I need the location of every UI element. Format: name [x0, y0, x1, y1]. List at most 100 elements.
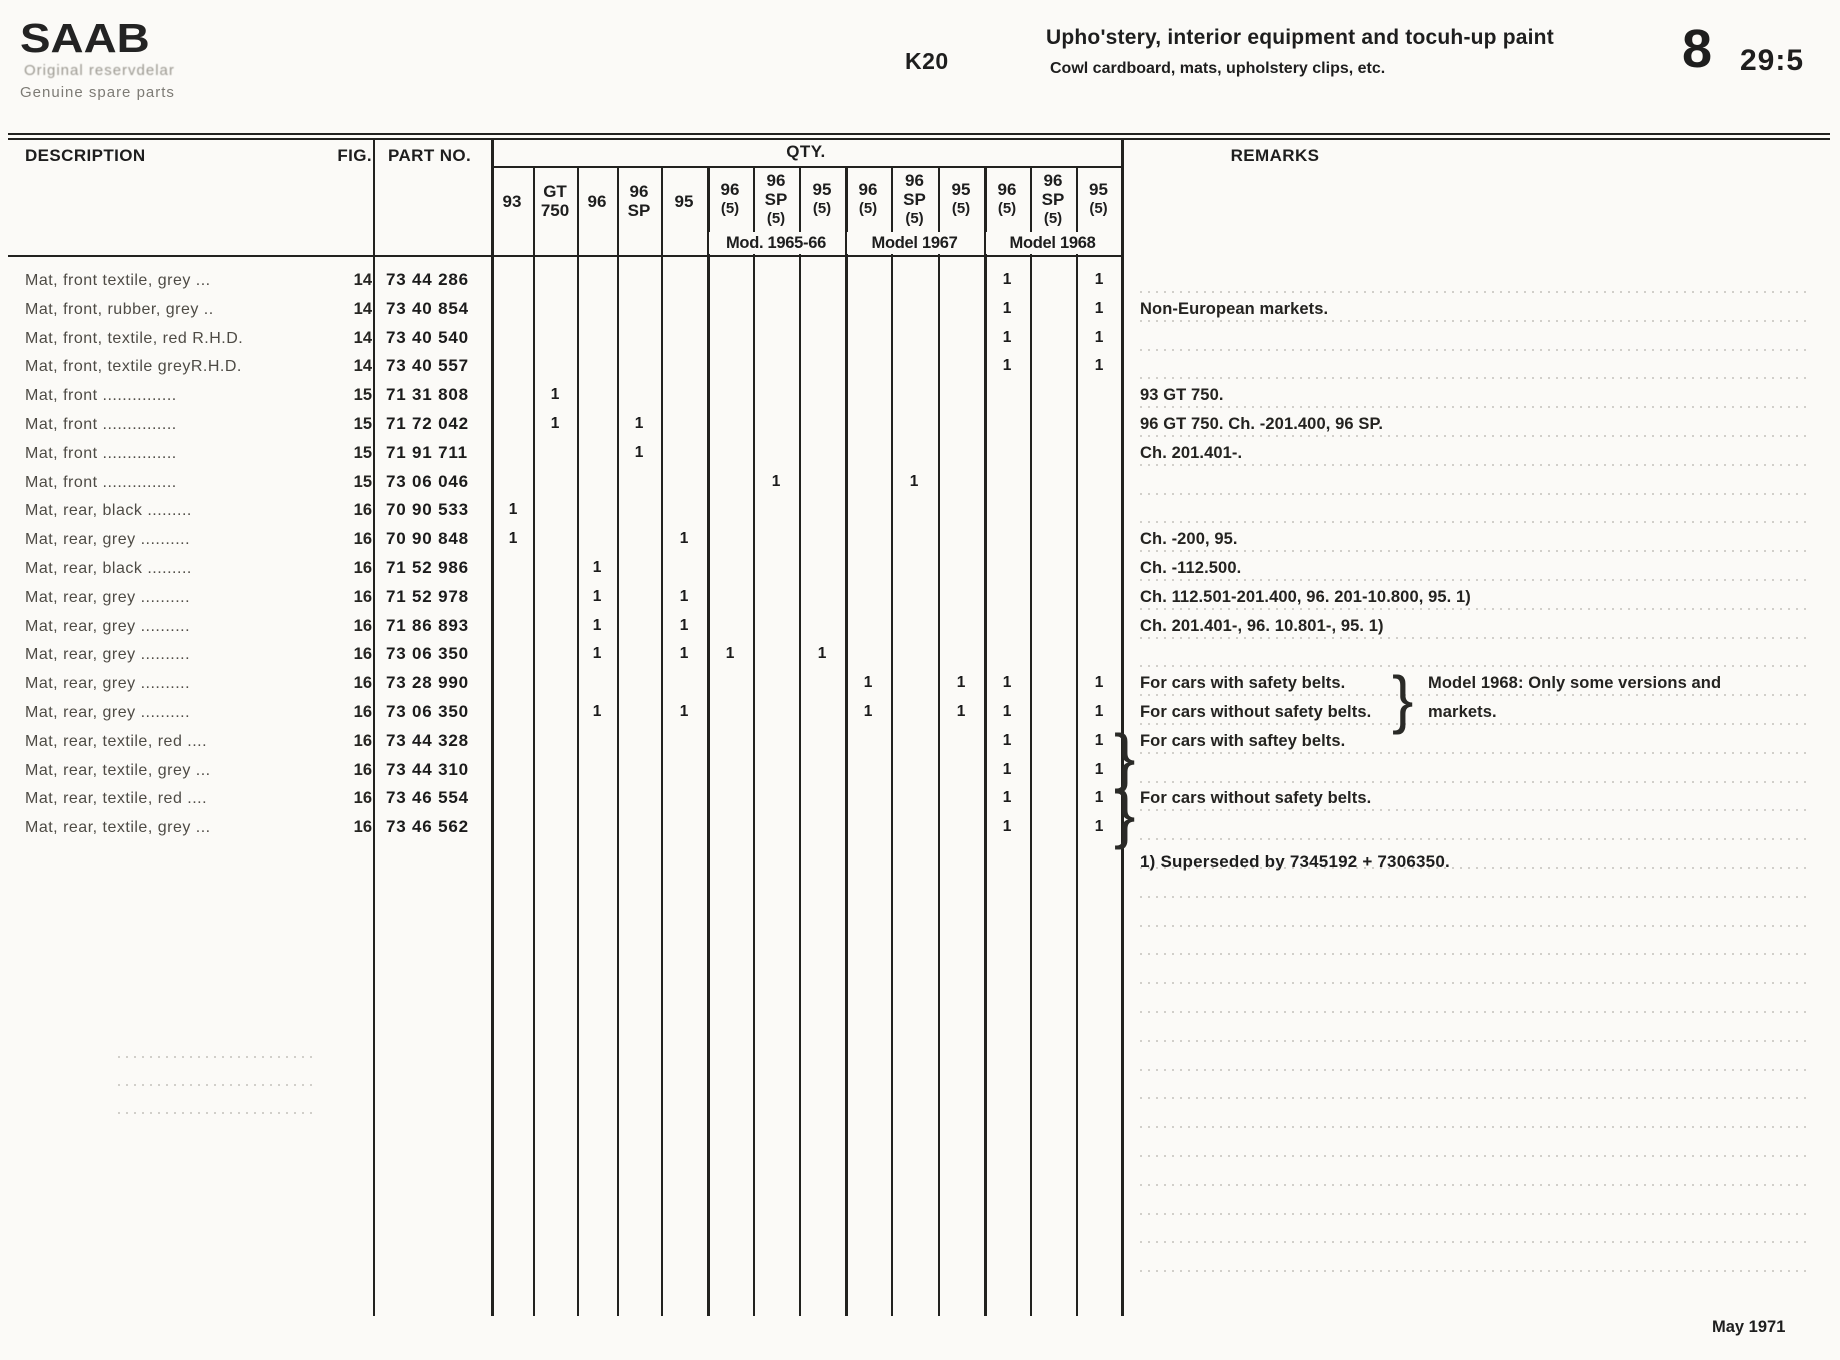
page-number: 29:5 — [1740, 44, 1805, 77]
qty-value: 1 — [1002, 328, 1012, 346]
part-description: Mat, rear, grey .......... — [25, 531, 191, 549]
fig-number: 16 — [353, 616, 372, 635]
grid-line — [1076, 167, 1078, 1316]
fig-number: 16 — [353, 731, 372, 750]
table-row: Mat, rear, grey .......... 16 71 52 978 1 1 C… — [0, 585, 1840, 614]
dotted-guide — [1140, 464, 1806, 466]
qty-group-column-header-line: 96 — [766, 170, 786, 190]
qty-value: 1 — [1002, 760, 1012, 778]
section-code: K20 — [905, 48, 949, 74]
qty-group-label: Model 1967 — [847, 232, 982, 254]
qty-main-column-header-line: SP — [627, 201, 651, 220]
part-number: 73 40 540 — [386, 327, 469, 347]
qty-main-column-header: 96 SP — [617, 170, 661, 232]
table-row: Mat, rear, grey .......... 16 73 28 990 1 1 1… — [0, 671, 1840, 700]
qty-group-column-header-line: 96 — [905, 170, 924, 190]
fig-number: 14 — [353, 299, 372, 318]
part-description: Mat, front ............... — [25, 387, 177, 405]
footnote: 1) Superseded by 7345192 + 7306350. — [1140, 852, 1450, 871]
part-description: Mat, rear, grey .......... — [25, 588, 191, 606]
table-row: Mat, front textile, grey ... 14 73 44 286 1… — [0, 268, 1840, 297]
dotted-guide — [1140, 291, 1806, 293]
fig-number: 16 — [353, 818, 372, 837]
qty-main-column-header: GT 750 — [533, 170, 577, 232]
table-row: Mat, front ............... 15 73 06 046 1 1 — [0, 470, 1840, 499]
part-number: 71 91 711 — [386, 442, 468, 462]
qty-main-column-header: 96 — [577, 170, 617, 232]
qty-value: 1 — [817, 645, 827, 663]
qty-value: 1 — [1094, 731, 1104, 749]
dotted-guide — [1140, 838, 1806, 840]
remark-note-text: markets. — [1428, 703, 1497, 721]
qty-group-label: Mod. 1965-66 — [709, 232, 843, 254]
grouping-brace: } — [1114, 778, 1136, 851]
fig-number: 16 — [353, 789, 372, 808]
part-number: 73 40 557 — [386, 356, 469, 376]
qty-value: 1 — [508, 501, 518, 519]
dotted-guide — [1140, 1155, 1806, 1157]
qty-value: 1 — [592, 616, 602, 634]
qty-group-column-header-line: (5) — [951, 200, 971, 217]
part-description: Mat, rear, grey .......... — [25, 617, 191, 635]
qty-value: 1 — [1002, 731, 1012, 749]
part-number: 71 31 808 — [386, 385, 469, 405]
part-description: Mat, rear, black ......... — [25, 560, 192, 577]
dotted-guide — [118, 1112, 318, 1114]
table-row: Mat, front, rubber, grey .. 14 73 40 854 1 1… — [0, 297, 1840, 326]
part-description: Mat, front, rubber, grey .. — [25, 300, 214, 318]
dotted-guide — [1140, 406, 1806, 408]
qty-group-column-header-line: (5) — [1089, 200, 1108, 217]
part-description: Mat, front ............... — [25, 416, 177, 433]
qty-value: 1 — [592, 645, 602, 663]
dotted-guide — [1140, 377, 1806, 379]
table-row: Mat, front, textile, red R.H.D. 14 73 40 5… — [0, 326, 1840, 355]
qty-main-column-header-line: 95 — [674, 191, 694, 211]
qty-group-column-header: 95 (5) — [799, 168, 845, 230]
qty-value: 1 — [1094, 760, 1104, 778]
dotted-guide — [1140, 982, 1806, 984]
col-header-remarks: REMARKS — [1230, 146, 1320, 165]
part-description: Mat, front ............... — [25, 473, 177, 491]
part-number: 73 40 854 — [386, 298, 469, 318]
qty-value: 1 — [956, 703, 966, 720]
remark-text: For cars with saftey belts. — [1140, 731, 1346, 750]
qty-group-column-header-line: SP — [1041, 189, 1065, 209]
qty-value: 1 — [1002, 703, 1012, 720]
part-number: 73 28 990 — [386, 673, 469, 693]
qty-group-column-header-line: (5) — [1043, 209, 1063, 227]
grid-line — [984, 167, 987, 1316]
qty-group-column-header: 96 (5) — [845, 168, 891, 230]
grid-line — [845, 167, 848, 1316]
table-row: Mat, rear, grey .......... 16 73 06 350 1 1 1… — [0, 700, 1840, 729]
grid-line — [617, 167, 619, 1316]
grid-line — [8, 133, 1830, 135]
qty-value: 1 — [592, 559, 602, 576]
part-number: 73 06 350 — [386, 644, 469, 664]
remark-text: Ch. 201.401-. — [1140, 443, 1243, 462]
qty-value: 1 — [863, 674, 873, 692]
col-header-qty: QTY. — [786, 142, 826, 161]
qty-main-column-header-line: 96 — [587, 191, 607, 211]
qty-main-column-header-line: 96 — [629, 182, 649, 201]
part-description: Mat, rear, textile, grey ... — [25, 761, 211, 779]
qty-value: 1 — [1002, 674, 1012, 692]
qty-group-column-header-line: (5) — [766, 209, 786, 227]
qty-main-column-header-line: 750 — [540, 201, 570, 220]
grid-line — [533, 167, 535, 1316]
part-number: 71 72 042 — [386, 414, 469, 433]
qty-group-column-header: 96 SP (5) — [1030, 168, 1076, 230]
part-number: 70 90 848 — [386, 529, 469, 549]
part-number: 71 52 978 — [386, 586, 469, 606]
dotted-guide — [1140, 349, 1806, 351]
remark-text: For cars with safety belts. — [1140, 674, 1346, 693]
dotted-guide — [1140, 637, 1806, 639]
col-header-part-no: PART NO. — [388, 146, 472, 165]
dotted-guide — [1140, 896, 1806, 898]
dotted-guide — [1140, 694, 1806, 696]
page-title: Upho'stery, interior equipment and tocuh… — [1046, 26, 1554, 49]
qty-group-column-header-line: 96 — [1043, 170, 1063, 190]
qty-value: 1 — [508, 530, 518, 548]
qty-value: 1 — [1002, 818, 1012, 836]
dotted-guide — [1140, 608, 1806, 610]
grid-line — [799, 167, 801, 1316]
